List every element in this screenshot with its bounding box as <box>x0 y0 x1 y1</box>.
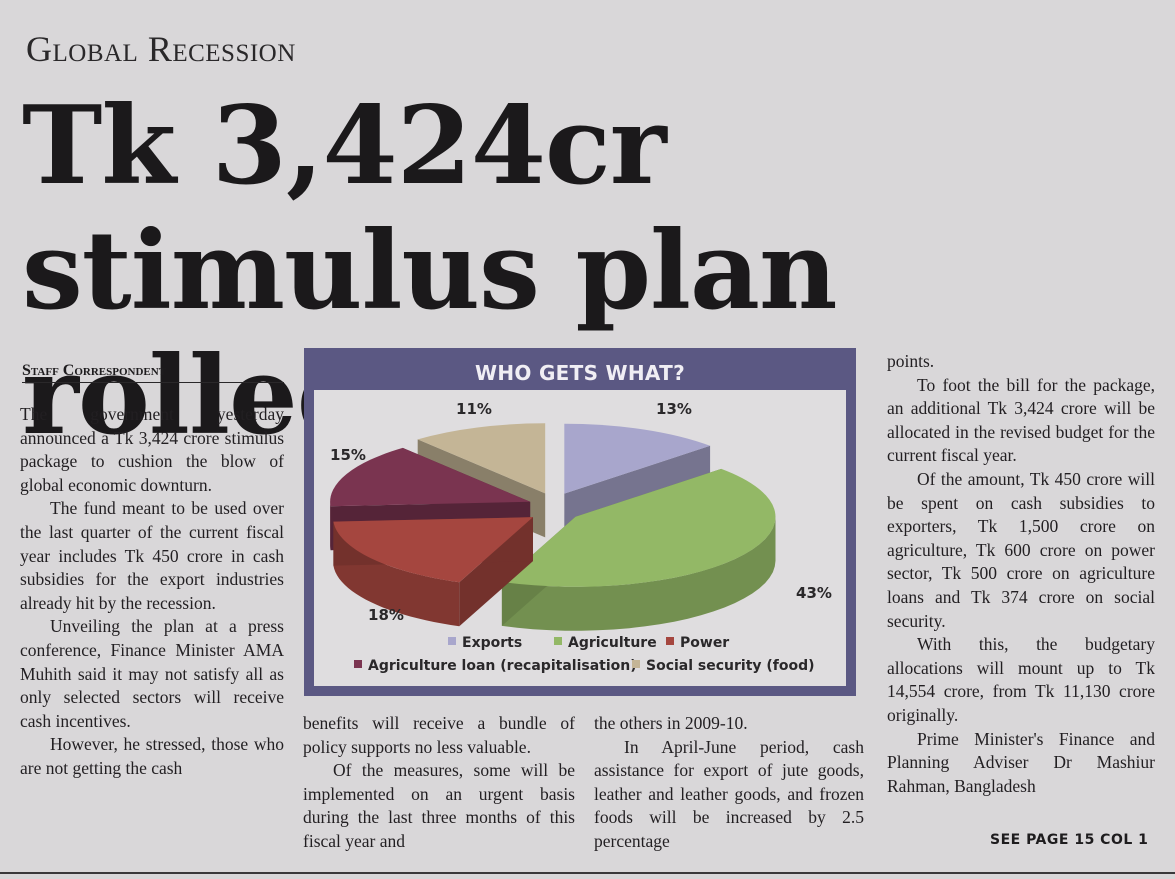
legend-entry: Exports <box>462 635 522 651</box>
byline: Staff Correspondent <box>22 362 284 383</box>
pie-chart-svg: 13% 43% 18% 15% 11% Exports Agriculture Power Ag… <box>330 400 832 674</box>
paragraph: Of the measures, some will be implemente… <box>303 760 575 851</box>
slice-percent-label: 11% <box>456 400 492 418</box>
paragraph: To foot the bill for the package, an add… <box>887 374 1155 466</box>
section-kicker: Global Recession <box>26 29 296 69</box>
paragraph: the others in 2009-10. <box>594 713 748 733</box>
paragraph: In April-June period, cash assistance fo… <box>594 736 864 851</box>
legend-entry: Agriculture <box>568 635 657 651</box>
legend-swatch <box>354 660 362 668</box>
paragraph: However, he stressed, those who are not … <box>20 734 284 778</box>
slice-percent-label: 43% <box>796 584 832 602</box>
paragraph: Unveiling the plan at a press conference… <box>20 616 284 731</box>
bottom-rule <box>0 872 1175 874</box>
paragraph: points. <box>887 351 935 371</box>
column-1: The government yesterday announced a Tk … <box>20 403 284 781</box>
continuation-note: SEE PAGE 15 COL 1 <box>990 832 1149 848</box>
chart-plot-area: 13% 43% 18% 15% 11% Exports Agriculture Power Ag… <box>314 390 846 686</box>
paragraph: Prime Minister's Finance and Planning Ad… <box>887 728 1155 796</box>
legend-swatch <box>554 637 562 645</box>
column-3: the others in 2009-10. In April-June per… <box>594 712 864 854</box>
paragraph: Of the amount, Tk 450 crore will be spen… <box>887 468 1155 631</box>
pie-slice-power <box>333 517 533 627</box>
legend-entry: Agriculture loan (recapitalisation) <box>368 658 637 674</box>
pie-slice-agriculture <box>501 468 776 631</box>
legend-swatch <box>666 637 674 645</box>
paragraph: The fund meant to be used over the last … <box>20 498 284 613</box>
paragraph: The government yesterday announced a Tk … <box>20 404 284 495</box>
chart-title: WHO GETS WHAT? <box>474 361 686 385</box>
slice-percent-label: 15% <box>330 446 366 464</box>
legend-swatch <box>448 637 456 645</box>
paragraph: benefits will receive a bundle of policy… <box>303 713 575 757</box>
slice-percent-label: 13% <box>656 400 692 418</box>
column-4: points. To foot the bill for the package… <box>887 350 1155 798</box>
pie-chart-box: WHO GETS WHAT? 13% 43% 18% 15% 11% Exports Agr… <box>304 348 856 696</box>
slice-percent-label: 18% <box>368 606 404 624</box>
legend-entry: Power <box>680 635 729 651</box>
legend-entry: Social security (food) <box>646 658 815 674</box>
legend-swatch <box>632 660 640 668</box>
paragraph: With this, the budgetary allocations wil… <box>887 634 1155 725</box>
column-2: benefits will receive a bundle of policy… <box>303 712 575 854</box>
